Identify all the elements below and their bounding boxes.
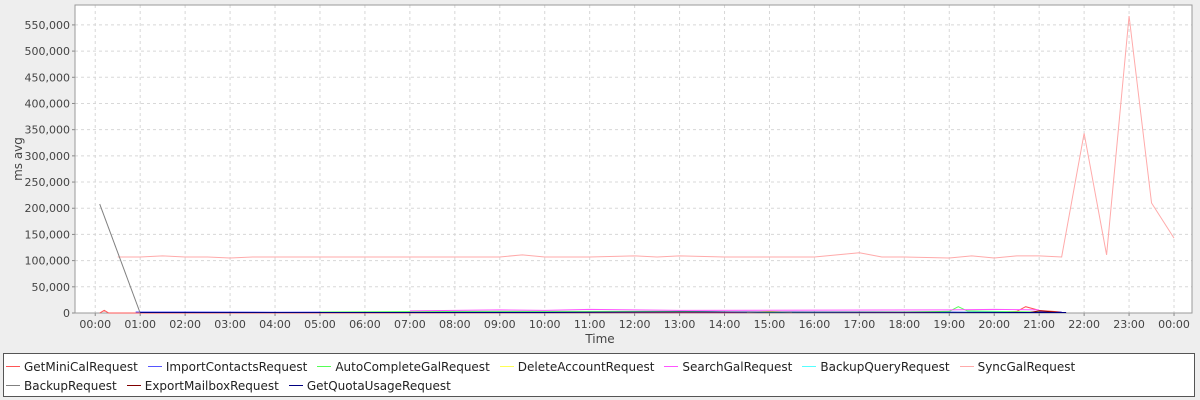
y-tick-label: 200,000 [25, 202, 71, 215]
legend-item: GetMiniCalRequest [6, 357, 138, 376]
y-tick-label: 350,000 [25, 124, 71, 137]
series-line [140, 311, 1067, 313]
x-tick-label: 05:00 [304, 318, 336, 331]
y-tick-label: 50,000 [32, 281, 71, 294]
legend-item: SearchGalRequest [664, 357, 792, 376]
legend-item: BackupRequest [6, 376, 117, 395]
legend-item: ExportMailboxRequest [126, 376, 279, 395]
plot-area [75, 5, 1192, 313]
series-line [117, 15, 1175, 259]
x-tick-label: 23:00 [1113, 318, 1145, 331]
legend-label: BackupQueryRequest [820, 359, 950, 374]
legend-label: GetQuotaUsageRequest [306, 378, 451, 393]
legend-label: AutoCompleteGalRequest [335, 359, 490, 374]
legend-swatch [6, 366, 20, 367]
x-tick-label: 21:00 [1023, 318, 1055, 331]
x-tick-label: 19:00 [933, 318, 965, 331]
x-tick-label: 22:00 [1068, 318, 1100, 331]
legend-swatch [802, 366, 817, 367]
legend-swatch [126, 385, 141, 386]
y-tick-label: 400,000 [25, 97, 71, 110]
legend-item: BackupQueryRequest [802, 357, 950, 376]
series-line [1030, 310, 1062, 313]
y-tick-label: 150,000 [25, 228, 71, 241]
y-tick-label: 300,000 [25, 150, 71, 163]
x-tick-label: 01:00 [124, 318, 156, 331]
x-tick-label: 20:00 [978, 318, 1010, 331]
legend-swatch [147, 366, 162, 367]
legend-label: ImportContactsRequest [165, 359, 308, 374]
legend-item: DeleteAccountRequest [499, 357, 655, 376]
chart: Time ms avg 0 50,000 100,000 150,000 200,000… [11, 4, 1193, 346]
legend-swatch [317, 366, 332, 367]
legend-label: BackupRequest [24, 378, 117, 393]
y-tick-label: 0 [63, 307, 70, 320]
x-tick-label: 15:00 [754, 318, 786, 331]
x-tick-label: 14:00 [709, 318, 741, 331]
legend-label: SearchGalRequest [682, 359, 793, 374]
y-tick-label: 250,000 [25, 176, 71, 189]
x-tick-label: 08:00 [439, 318, 471, 331]
grid [75, 5, 1192, 314]
x-tick-label: 09:00 [484, 318, 516, 331]
y-tick-label: 550,000 [25, 19, 71, 32]
x-axis-label: Time [584, 332, 614, 346]
x-tick-label: 04:00 [259, 318, 291, 331]
y-tick-label: 100,000 [25, 255, 71, 268]
legend-swatch [499, 366, 514, 367]
x-tick-label: 00:00 [79, 318, 111, 331]
x-tick-label: 11:00 [574, 318, 606, 331]
y-tick-label: 500,000 [25, 45, 71, 58]
legend-item: GetQuotaUsageRequest [288, 376, 451, 395]
x-tick-label: 13:00 [664, 318, 696, 331]
legend-item: ImportContactsRequest [147, 357, 308, 376]
x-tick-label: 12:00 [619, 318, 651, 331]
x-tick-label: 07:00 [394, 318, 426, 331]
legend-swatch [664, 366, 679, 367]
legend-swatch [288, 385, 303, 386]
legend-label: SyncGalRequest [977, 359, 1076, 374]
x-tick-label: 03:00 [214, 318, 246, 331]
x-tick-label: 02:00 [169, 318, 201, 331]
legend-label: ExportMailboxRequest [144, 378, 279, 393]
x-tick-label: 00:00 [1158, 318, 1190, 331]
y-tick-label: 450,000 [25, 71, 71, 84]
x-tick-label: 10:00 [529, 318, 561, 331]
series-line [99, 203, 141, 314]
legend-item: AutoCompleteGalRequest [317, 357, 490, 376]
legend-label: GetMiniCalRequest [24, 359, 138, 374]
legend-label: DeleteAccountRequest [517, 359, 655, 374]
series-line [409, 308, 1040, 312]
legend-swatch [959, 366, 974, 367]
x-tick-label: 18:00 [888, 318, 920, 331]
legend-swatch [6, 385, 20, 386]
y-axis-label: ms avg [11, 137, 25, 181]
legend: GetMiniCalRequest ImportContactsRequest Au… [3, 353, 1195, 397]
legend-item: SyncGalRequest [959, 357, 1076, 376]
x-tick-label: 06:00 [349, 318, 381, 331]
x-tick-label: 17:00 [844, 318, 876, 331]
x-tick-label: 16:00 [799, 318, 831, 331]
